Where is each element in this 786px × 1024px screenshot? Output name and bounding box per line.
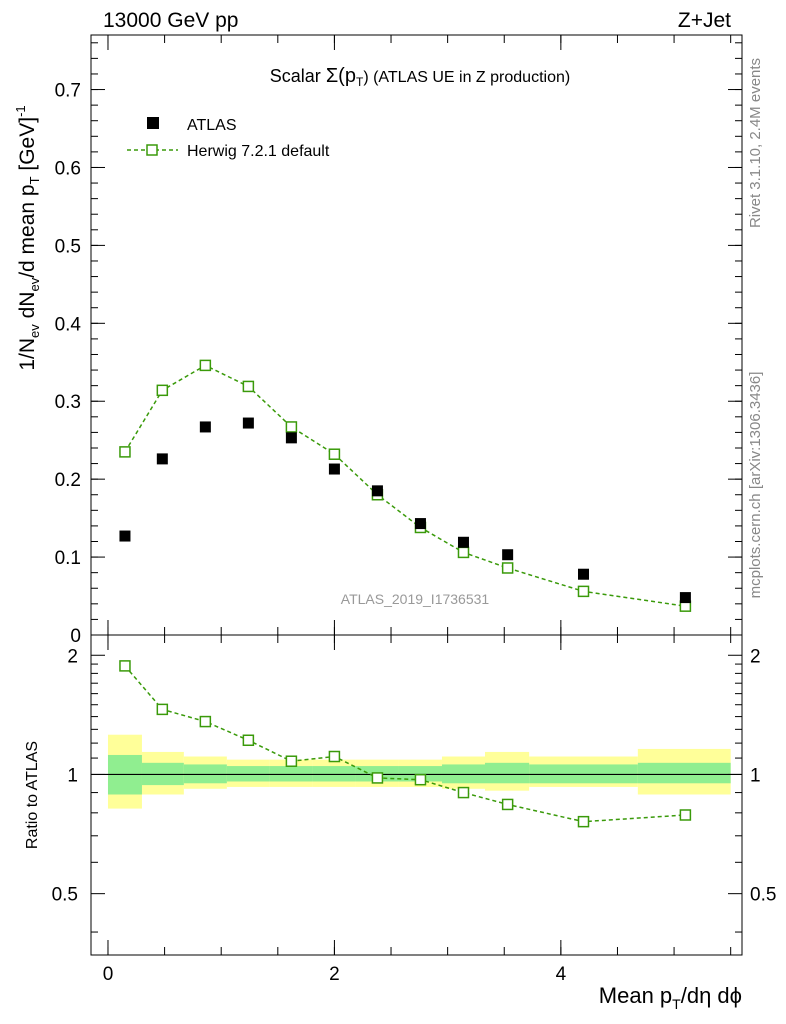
legend-atlas-label: ATLAS bbox=[187, 117, 237, 134]
ylabel-c-sub: T bbox=[27, 176, 42, 184]
legend-herwig-marker bbox=[146, 144, 158, 156]
atlas-point bbox=[457, 536, 469, 548]
ratio-inner-band bbox=[269, 766, 313, 782]
ratio-frame bbox=[90, 634, 743, 956]
herwig-line bbox=[124, 364, 686, 607]
atlas-point bbox=[119, 530, 131, 542]
main-series bbox=[119, 359, 692, 612]
ratio-herwig-point bbox=[242, 734, 255, 747]
header-right: Z+Jet bbox=[678, 9, 731, 32]
ratio-y-axis-label: Ratio to ATLAS bbox=[24, 741, 41, 849]
xlabel-sub: T bbox=[672, 996, 681, 1012]
chart-title: Scalar Σ(pT) (ATLAS UE in Z production) bbox=[270, 65, 570, 89]
herwig-point bbox=[577, 585, 590, 598]
main-y-tick-label: 0.2 bbox=[55, 470, 81, 491]
atlas-point bbox=[285, 432, 297, 444]
ratio-herwig-point bbox=[679, 809, 692, 821]
herwig-point bbox=[328, 448, 341, 460]
chart-title-sub: T bbox=[356, 75, 364, 89]
ratio-bands bbox=[91, 734, 742, 809]
atlas-point bbox=[328, 463, 340, 475]
main-axis-ticks bbox=[91, 35, 742, 643]
atlas-point bbox=[414, 518, 426, 530]
ratio-inner-band bbox=[637, 762, 731, 784]
ratio-herwig-point bbox=[457, 786, 470, 799]
atlas-point bbox=[199, 421, 211, 433]
main-y-tick-label: 0.7 bbox=[55, 81, 81, 102]
y-axis-label: 1/Nev dNev/d mean pT [GeV]-1 bbox=[13, 105, 42, 370]
ratio-herwig-line bbox=[124, 665, 686, 823]
header-left: 13000 GeV pp bbox=[103, 9, 238, 32]
ratio-tick-labels: 0 2 4 0.5 0.5 1 1 2 2 bbox=[52, 646, 777, 985]
main-y-tick-label: 0.1 bbox=[55, 548, 81, 569]
x-axis-label: Mean pT/dη dϕ bbox=[599, 983, 742, 1012]
legend: ATLAS Herwig 7.2.1 default bbox=[127, 117, 330, 160]
ratio-inner-band bbox=[312, 766, 356, 782]
main-y-tick-label: 0.5 bbox=[55, 236, 81, 257]
ratio-herwig-point bbox=[414, 773, 427, 786]
main-y-tick-label: 0 bbox=[70, 626, 81, 647]
xlabel-pre: Mean p bbox=[599, 983, 672, 1008]
ratio-herwig-point bbox=[501, 798, 514, 811]
ratio-inner-band bbox=[484, 762, 530, 784]
legend-atlas-marker bbox=[147, 117, 159, 129]
analysis-watermark: ATLAS_2019_I1736531 bbox=[341, 591, 490, 607]
ratio-herwig-point bbox=[371, 772, 384, 784]
ratio-herwig-point bbox=[285, 755, 298, 767]
herwig-point bbox=[457, 546, 470, 559]
atlas-point bbox=[577, 568, 589, 580]
main-y-tick-label: 0.6 bbox=[55, 158, 81, 179]
legend-herwig-label: Herwig 7.2.1 default bbox=[187, 143, 330, 160]
side-label-bottom: mcplots.cern.ch [arXiv:1306.3436] bbox=[747, 372, 764, 599]
ratio-y-tick-label-right: 1 bbox=[750, 765, 761, 786]
main-y-tick-label: 0.4 bbox=[55, 314, 82, 335]
ratio-herwig-point bbox=[119, 660, 131, 672]
ratio-panel: 0 2 4 0.5 0.5 1 1 2 2 Ratio to ATLAS bbox=[24, 634, 777, 985]
main-panel: 00.10.20.30.40.50.60.7 Scalar Σ(pT) (ATL… bbox=[13, 34, 743, 647]
ylabel-b-sub: ev bbox=[27, 277, 42, 291]
ratio-herwig-point bbox=[577, 815, 590, 828]
ratio-axis-ticks bbox=[91, 635, 742, 955]
atlas-point bbox=[502, 549, 514, 561]
ratio-series bbox=[119, 660, 692, 828]
main-frame bbox=[90, 34, 743, 636]
atlas-point bbox=[679, 592, 691, 604]
atlas-point bbox=[156, 453, 168, 465]
chart-title-pre: Scalar bbox=[270, 66, 326, 86]
herwig-point bbox=[501, 562, 514, 574]
ylabel-d-sup: -1 bbox=[13, 105, 28, 117]
xlabel-post: /dη dϕ bbox=[681, 983, 742, 1008]
chart-title-post: ) (ATLAS UE in Z production) bbox=[363, 69, 570, 86]
herwig-point bbox=[285, 421, 298, 433]
ratio-herwig-point bbox=[199, 715, 212, 728]
chart-title-sigma: Σ(p bbox=[326, 65, 356, 87]
ratio-y-tick-label: 1 bbox=[67, 765, 78, 786]
ylabel-a-sub: ev bbox=[27, 324, 42, 338]
ratio-y-tick-label: 0.5 bbox=[52, 885, 78, 906]
herwig-point bbox=[199, 359, 212, 372]
ratio-inner-band bbox=[226, 766, 270, 782]
herwig-point bbox=[242, 380, 255, 393]
atlas-point bbox=[242, 417, 254, 429]
ylabel-b: dN bbox=[16, 292, 39, 325]
ratio-y-tick-label: 2 bbox=[67, 646, 78, 667]
herwig-point bbox=[156, 384, 169, 397]
ratio-herwig-point bbox=[328, 750, 341, 763]
main-y-tick-label: 0.3 bbox=[55, 392, 81, 413]
x-tick-label: 4 bbox=[556, 964, 567, 985]
ylabel-c: /d mean p bbox=[16, 184, 39, 277]
main-tick-labels: 0 0.1 0.2 0.3 0.4 0.5 0.6 0.7 bbox=[55, 81, 82, 647]
ratio-herwig-point bbox=[156, 703, 169, 716]
ylabel-d: [GeV] bbox=[16, 117, 39, 177]
x-tick-label: 2 bbox=[329, 964, 340, 985]
atlas-point bbox=[371, 485, 383, 497]
ylabel-a: 1/N bbox=[16, 338, 39, 371]
x-tick-label: 0 bbox=[103, 964, 114, 985]
ratio-y-tick-label-right: 0.5 bbox=[750, 885, 776, 906]
ratio-inner-band bbox=[398, 766, 442, 782]
herwig-point bbox=[119, 446, 131, 458]
ratio-y-tick-label-right: 2 bbox=[750, 646, 761, 667]
side-label-top: Rivet 3.1.10, 2.4M events bbox=[747, 58, 764, 228]
